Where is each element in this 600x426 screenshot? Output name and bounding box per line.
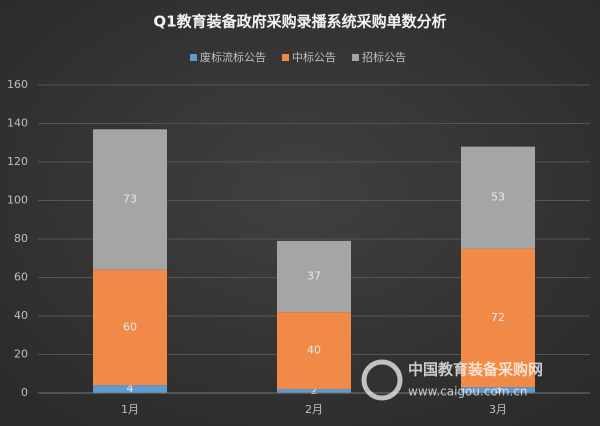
chart-title: Q1教育装备政府采购录播系统采购单数分析 (153, 13, 446, 31)
x-tick-label: 1月 (121, 403, 139, 416)
bar-segment (277, 240, 351, 313)
y-tick-label: 120 (7, 155, 28, 168)
bar-segment (461, 387, 535, 393)
value-label: 60 (123, 321, 137, 334)
watermark-logo (361, 359, 403, 401)
y-tick-label: 160 (7, 78, 28, 91)
bar-segment (461, 146, 535, 249)
watermark-url: www.caigou.com.cn (408, 385, 527, 399)
y-tick-label: 0 (21, 386, 28, 399)
bar-segment (93, 385, 167, 393)
y-tick-label: 40 (14, 309, 28, 322)
bar-segment (277, 389, 351, 393)
bar-segment (93, 269, 167, 386)
bar-segment (93, 129, 167, 270)
y-tick-label: 20 (14, 348, 28, 361)
x-tick-label: 3月 (489, 403, 507, 416)
legend-swatch (190, 54, 197, 61)
value-label: 37 (307, 270, 321, 283)
value-label: 72 (491, 311, 505, 324)
legend-swatch (282, 54, 289, 61)
legend-swatch (352, 54, 359, 61)
legend-label: 中标公告 (292, 50, 336, 64)
value-label: 73 (123, 193, 137, 206)
value-label: 40 (307, 344, 321, 357)
value-label: 53 (491, 191, 505, 204)
x-tick-label: 2月 (305, 403, 323, 416)
bar-segment (461, 248, 535, 388)
y-tick-label: 100 (7, 194, 28, 207)
y-tick-label: 60 (14, 271, 28, 284)
bar-segment (277, 312, 351, 390)
watermark-text: 中国教育装备采购网 (408, 361, 543, 379)
legend-label: 招标公告 (362, 50, 406, 64)
value-label: 4 (127, 382, 134, 395)
y-tick-label: 140 (7, 117, 28, 130)
value-label: 3 (495, 383, 502, 396)
legend-label: 废标流标公告 (200, 50, 266, 64)
y-tick-label: 80 (14, 232, 28, 245)
value-label: 2 (311, 384, 318, 397)
